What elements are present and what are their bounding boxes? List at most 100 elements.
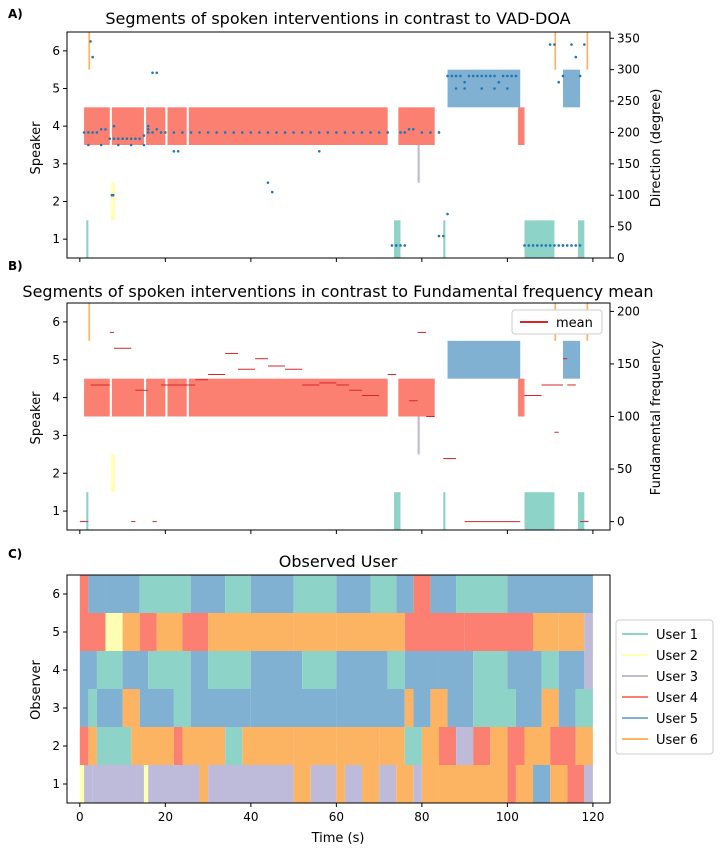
chart-a-y2tick-label: 0	[617, 251, 625, 265]
chart-b-segment	[111, 454, 115, 493]
chart-a-doa-point	[557, 80, 560, 84]
chart-c-legend-label: User 4	[656, 691, 698, 706]
chart-a-doa-point	[407, 128, 411, 131]
chart-a-doa-point	[403, 131, 407, 134]
chart-a-doa-point	[467, 74, 471, 78]
chart-b-segment	[443, 492, 446, 530]
chart-a-y2tick-label: 200	[617, 125, 640, 139]
chart-c-cell	[558, 651, 585, 689]
chart-a-doa-point	[206, 131, 210, 134]
chart-a-doa-point	[514, 74, 518, 78]
chart-a-doa-point	[480, 74, 484, 78]
chart-c-cell	[293, 765, 311, 803]
chart-c-cell	[105, 575, 140, 613]
chart-c-legend-label: User 3	[656, 670, 698, 685]
chart-a-segment	[577, 220, 585, 258]
chart-c-xtick-label: 20	[158, 810, 173, 824]
chart-c-cell	[456, 575, 508, 613]
chart-c-ytick-label: 3	[52, 701, 60, 715]
chart-a-y2tick-label: 50	[617, 220, 632, 234]
chart-a-doa-point	[155, 128, 159, 131]
chart-c-cell	[344, 765, 363, 803]
chart-c-cell	[430, 689, 448, 727]
chart-a-doa-point	[493, 74, 496, 78]
chart-a-doa-point	[89, 40, 92, 43]
chart-a-doa-point	[544, 244, 548, 247]
chart-c-cell	[430, 575, 457, 613]
chart-a-doa-point	[317, 131, 321, 134]
chart-c-cell	[550, 727, 576, 765]
chart-a-doa-point	[151, 71, 154, 75]
chart-c-cell	[396, 765, 414, 803]
chart-a-doa-point	[480, 87, 484, 90]
chart-b-segment	[84, 378, 110, 417]
chart-c-cell	[208, 613, 294, 651]
chart-b-y2tick-label: 150	[617, 357, 640, 371]
chart-a-doa-point	[275, 131, 278, 134]
chart-a-doa-point	[300, 131, 304, 134]
chart-c-cell	[143, 765, 149, 803]
chart-a-doa-point	[129, 143, 133, 147]
chart-c-cell	[438, 765, 508, 803]
chart-b-segment	[524, 492, 555, 530]
chart-a-segment	[188, 107, 388, 145]
chart-a-doa-point	[574, 244, 578, 247]
chart-c-cell	[92, 765, 144, 803]
chart-c-cell	[105, 613, 123, 651]
chart-a-segment	[554, 32, 557, 70]
chart-a-segment	[518, 107, 525, 145]
chart-a-doa-point	[112, 124, 116, 128]
chart-c-legend-label: User 5	[656, 712, 698, 727]
chart-a-doa-point	[198, 131, 201, 134]
chart-b-frame	[66, 302, 611, 531]
chart-c-cell	[190, 689, 251, 727]
chart-c-cell	[250, 651, 303, 689]
chart-c-cell	[507, 575, 593, 613]
chart-b-legend-label: mean	[556, 316, 593, 331]
chart-c-cell	[379, 765, 397, 803]
chart-b-ytick-label: 2	[52, 466, 60, 480]
chart-a-ylabel: Speaker	[29, 121, 44, 175]
chart-a-doa-point	[506, 74, 509, 78]
chart-a-ytick-label: 4	[52, 119, 60, 133]
chart-c-cell	[541, 689, 559, 727]
chart-c-cell	[507, 727, 525, 765]
chart-c-cell	[558, 613, 585, 651]
chart-c-cell	[88, 727, 97, 765]
chart-a-doa-point	[437, 234, 441, 238]
chart-c-cell	[148, 765, 200, 803]
chart-a-doa-point	[266, 131, 270, 134]
chart-a-doa-point	[155, 71, 159, 75]
chart-c-cell	[302, 651, 337, 689]
chart-a-y2tick-label: 300	[617, 63, 640, 77]
chart-a-doa-point	[99, 143, 103, 147]
chart-c-cell	[122, 613, 140, 651]
chart-c-cell	[379, 727, 405, 765]
chart-a-segment	[84, 107, 110, 145]
chart-c-legend-label: User 6	[656, 733, 698, 748]
chart-a-y2tick-label: 350	[617, 31, 640, 45]
chart-a-segment	[417, 145, 420, 183]
chart-a-doa-point	[548, 244, 552, 247]
chart-c-cell	[370, 575, 397, 613]
panel-letter-b: B)	[8, 259, 23, 273]
chart-c-cell	[293, 575, 337, 613]
chart-c-xtick-label: 100	[496, 810, 519, 824]
chart-c-cell	[473, 689, 516, 727]
chart-a-doa-point	[557, 244, 560, 247]
chart-a-doa-point	[578, 74, 582, 78]
chart-b-segment	[86, 492, 89, 530]
chart-c-cell	[139, 689, 174, 727]
chart-a-doa-point	[497, 80, 501, 84]
chart-c-ylabel: Observer	[29, 660, 44, 720]
chart-a-doa-point	[129, 137, 133, 141]
chart-c-cell	[79, 765, 85, 803]
chart-a-segment	[398, 107, 435, 145]
chart-a-segment	[111, 182, 115, 221]
chart-a-ytick-label: 2	[52, 195, 60, 209]
chart-c-ytick-label: 6	[52, 587, 60, 601]
chart-c-cell	[336, 765, 345, 803]
chart-c-cell	[438, 727, 457, 765]
chart-a-doa-point	[463, 80, 466, 84]
chart-a-doa-point	[125, 137, 129, 141]
